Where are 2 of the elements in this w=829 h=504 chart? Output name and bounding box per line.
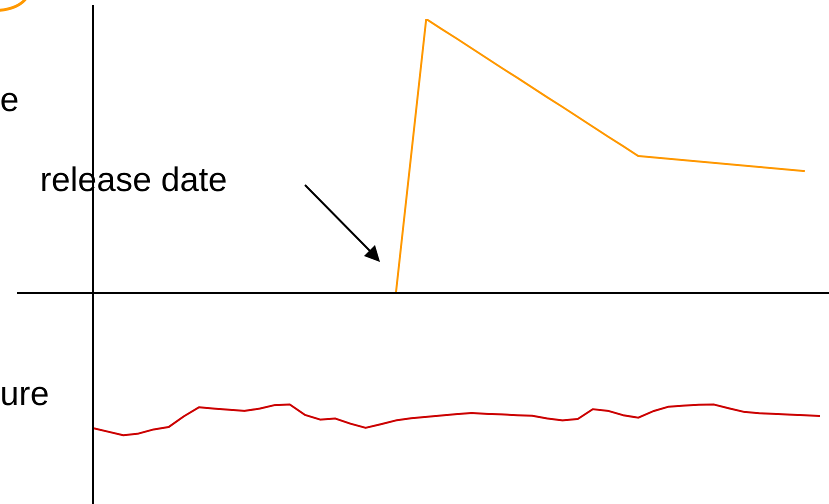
text: ure: [0, 375, 50, 413]
text: e: [0, 81, 19, 119]
